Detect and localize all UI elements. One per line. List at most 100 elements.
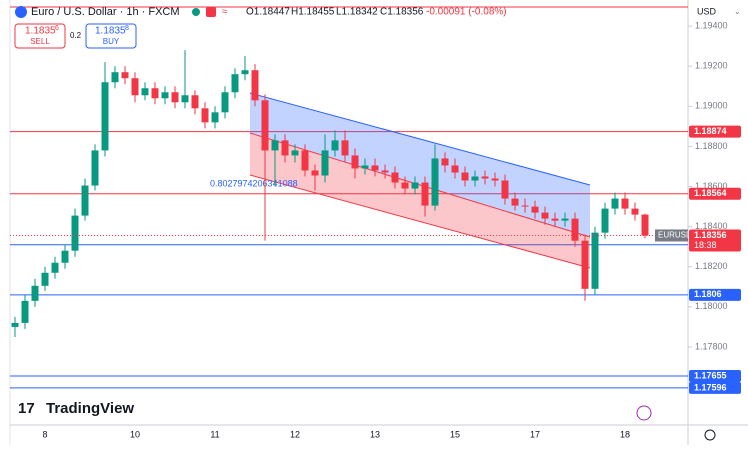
channel-mid bbox=[249, 132, 591, 238]
candle-body bbox=[421, 182, 429, 206]
buy-pip[interactable]: 8 bbox=[125, 25, 129, 32]
symbol-icon bbox=[15, 6, 27, 18]
candle-body bbox=[511, 198, 519, 206]
candle-body bbox=[61, 250, 69, 263]
level-price: 1.1806 bbox=[694, 289, 722, 299]
candle-body bbox=[641, 214, 649, 236]
candle-body bbox=[381, 170, 389, 173]
candle-body bbox=[581, 240, 589, 289]
level-price: 1.18874 bbox=[694, 126, 727, 136]
candle-body bbox=[221, 92, 229, 113]
candle-body bbox=[481, 176, 489, 179]
flash-icon[interactable] bbox=[636, 405, 652, 421]
candle-body bbox=[621, 198, 629, 209]
logo-mark: 17 bbox=[18, 400, 35, 417]
candle-body bbox=[401, 182, 409, 189]
level-tag bbox=[689, 381, 741, 394]
symbol-tag-box bbox=[655, 229, 688, 242]
candle-body bbox=[501, 180, 509, 199]
candle-body bbox=[131, 78, 139, 96]
level-tag bbox=[689, 125, 741, 138]
candle-body bbox=[541, 212, 549, 219]
channel-lower bbox=[250, 133, 590, 268]
candle-body bbox=[461, 172, 469, 181]
settings-icon[interactable] bbox=[704, 429, 716, 441]
candle-body bbox=[441, 158, 449, 166]
candle-body bbox=[551, 218, 559, 221]
candle-body bbox=[431, 158, 439, 206]
candle-body bbox=[191, 95, 199, 109]
sell-label[interactable]: SELL bbox=[30, 37, 50, 46]
candle-body bbox=[561, 218, 569, 221]
ohlc-low: L1.18342 bbox=[336, 7, 378, 18]
candle-body bbox=[31, 285, 39, 301]
candle-body bbox=[21, 300, 29, 323]
level-price: 1.18564 bbox=[694, 188, 727, 198]
candle-body bbox=[261, 100, 269, 151]
sell-price[interactable]: 1.1835 bbox=[25, 26, 56, 37]
candle-body bbox=[11, 322, 19, 327]
level-tag bbox=[689, 187, 741, 200]
candle-body bbox=[151, 88, 159, 99]
candle-body bbox=[51, 262, 59, 273]
candle-body bbox=[411, 182, 419, 189]
candle-body bbox=[41, 272, 49, 286]
y-tick-label: 1.18000 bbox=[695, 301, 728, 311]
brand: TradingView bbox=[46, 400, 134, 417]
y-tick-label: 1.18200 bbox=[695, 261, 728, 271]
candle-body bbox=[361, 165, 369, 169]
candle-body bbox=[141, 88, 149, 96]
sell-button[interactable] bbox=[14, 23, 66, 49]
candle-body bbox=[71, 215, 79, 251]
countdown: 18:38 bbox=[694, 240, 717, 250]
y-tick-label: 1.17800 bbox=[695, 341, 728, 351]
candle-body bbox=[111, 72, 119, 83]
last-price-tag bbox=[689, 229, 741, 252]
candle-body bbox=[211, 112, 219, 123]
buy-label[interactable]: BUY bbox=[103, 37, 120, 46]
y-tick-label: 1.18400 bbox=[695, 221, 728, 231]
x-tick-label: 11 bbox=[210, 429, 219, 439]
y-tick-label: 1.19200 bbox=[695, 61, 728, 71]
y-tick-label: 1.19000 bbox=[695, 101, 728, 111]
level-tag bbox=[689, 288, 741, 301]
candle-body bbox=[531, 206, 539, 213]
candle-body bbox=[571, 218, 579, 241]
buy-button[interactable] bbox=[85, 23, 137, 49]
currency[interactable]: USD bbox=[697, 6, 717, 16]
candle-body bbox=[251, 70, 259, 101]
alert-icon bbox=[206, 7, 216, 17]
x-tick-label: 17 bbox=[530, 429, 540, 439]
last-price: 1.18356 bbox=[694, 230, 727, 240]
candle-body bbox=[291, 150, 299, 156]
candle-body bbox=[81, 185, 89, 216]
level-price: 1.17655 bbox=[694, 370, 727, 380]
candle-body bbox=[171, 92, 179, 103]
candle-body bbox=[331, 140, 339, 151]
candle-body bbox=[491, 178, 499, 181]
ohlc-close: C1.18356 bbox=[380, 7, 424, 18]
currency-caret[interactable]: ⌄ bbox=[734, 7, 741, 16]
y-tick-label: 1.19400 bbox=[695, 20, 728, 30]
level-tag bbox=[689, 370, 741, 383]
candle-body bbox=[611, 198, 619, 209]
candle-body bbox=[591, 232, 599, 289]
candle-body bbox=[311, 170, 319, 176]
candle-body bbox=[241, 70, 249, 75]
candle-body bbox=[391, 172, 399, 183]
candle-body bbox=[471, 176, 479, 181]
candle-body bbox=[341, 140, 349, 156]
buy-price[interactable]: 1.1835 bbox=[95, 26, 126, 37]
x-tick-label: 18 bbox=[620, 429, 630, 439]
x-tick-label: 10 bbox=[130, 429, 140, 439]
symbol-tag: EURUSD bbox=[658, 231, 692, 240]
candle-body bbox=[201, 108, 209, 123]
candle-body bbox=[631, 208, 639, 215]
candle-body bbox=[271, 140, 279, 151]
x-tick-label: 12 bbox=[290, 429, 300, 439]
spread: 0.2 bbox=[70, 31, 82, 40]
sell-pip[interactable]: 6 bbox=[55, 25, 59, 32]
candle-body bbox=[231, 74, 239, 93]
